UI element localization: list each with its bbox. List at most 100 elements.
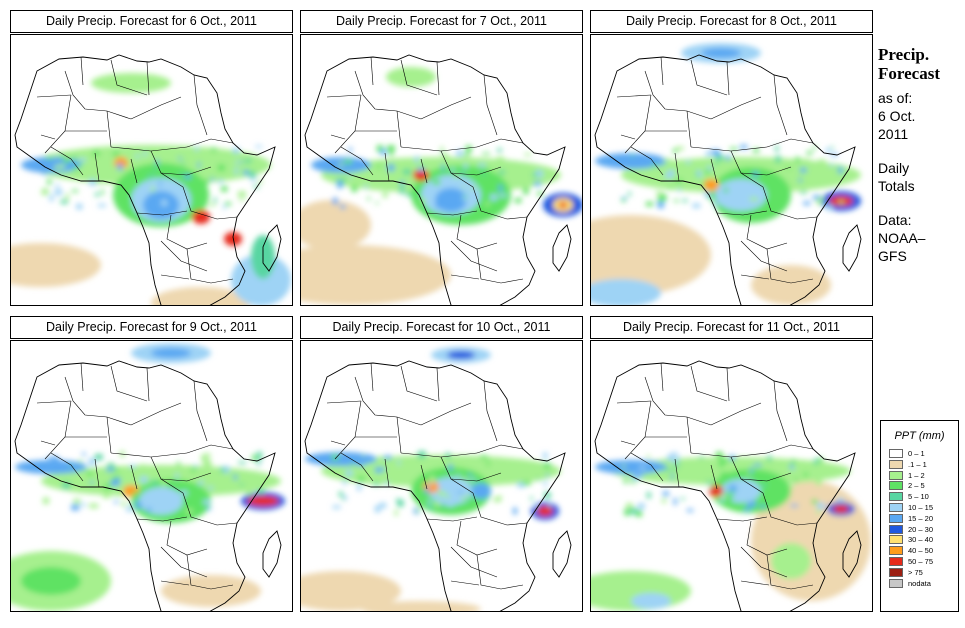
precip-cell bbox=[559, 202, 567, 208]
precip-speck bbox=[256, 451, 262, 458]
source-line1: NOAA– bbox=[878, 230, 926, 246]
precip-speck bbox=[206, 507, 212, 510]
precip-speck bbox=[221, 186, 228, 192]
precip-speck bbox=[235, 160, 239, 165]
precip-speck bbox=[387, 145, 395, 152]
precip-speck bbox=[136, 154, 139, 159]
precip-cell bbox=[21, 157, 81, 173]
precip-speck bbox=[485, 202, 490, 206]
precip-speck bbox=[177, 461, 180, 466]
precip-speck bbox=[113, 151, 119, 157]
precip-speck bbox=[673, 199, 679, 202]
precip-speck bbox=[720, 496, 724, 502]
precip-speck bbox=[154, 150, 161, 156]
country-border bbox=[624, 400, 652, 460]
forecast-panel-1: Daily Precip. Forecast for 6 Oct., 2011 bbox=[10, 10, 293, 306]
precip-speck bbox=[249, 171, 256, 178]
precip-speck bbox=[416, 507, 420, 513]
country-border bbox=[710, 464, 718, 490]
precip-speck bbox=[238, 461, 246, 464]
precip-speck bbox=[258, 489, 264, 494]
legend-row: nodata bbox=[889, 578, 958, 589]
precip-speck bbox=[103, 493, 110, 499]
country-border bbox=[740, 580, 770, 586]
country-border bbox=[94, 458, 100, 488]
legend-label: 10 – 15 bbox=[908, 502, 934, 512]
precip-cell bbox=[715, 179, 767, 211]
country-border bbox=[420, 402, 472, 426]
forecast-panel-5: Daily Precip. Forecast for 10 Oct., 2011 bbox=[300, 316, 583, 612]
precip-speck bbox=[803, 201, 811, 205]
precip-speck bbox=[656, 198, 661, 202]
precip-speck bbox=[440, 146, 444, 153]
precip-speck bbox=[54, 164, 59, 170]
precip-speck bbox=[208, 203, 216, 206]
precip-speck bbox=[825, 148, 830, 153]
precip-speck bbox=[403, 169, 411, 175]
country-border bbox=[182, 186, 238, 220]
precip-speck bbox=[353, 453, 358, 456]
country-border bbox=[160, 472, 212, 482]
side-annotation: Precip. Forecast as of: 6 Oct. 2011 Dail… bbox=[878, 45, 963, 265]
precip-speck bbox=[414, 156, 419, 163]
panel-title: Daily Precip. Forecast for 10 Oct., 2011 bbox=[300, 316, 583, 339]
precip-speck bbox=[534, 181, 541, 186]
precip-speck bbox=[155, 159, 159, 166]
country-border bbox=[726, 367, 730, 402]
precip-field bbox=[11, 73, 291, 305]
country-border bbox=[160, 166, 212, 176]
legend-row: .1 – 1 bbox=[889, 459, 958, 470]
legend-label: 50 – 75 bbox=[908, 556, 934, 566]
precip-speck bbox=[109, 462, 113, 468]
country-border bbox=[110, 365, 148, 402]
precip-speck bbox=[442, 153, 449, 161]
precip-cell bbox=[709, 485, 723, 497]
legend-row: 0 – 1 bbox=[889, 448, 958, 459]
africa-coastline bbox=[304, 54, 566, 305]
precip-speck bbox=[238, 198, 245, 201]
precip-speck bbox=[637, 470, 645, 475]
precip-speck bbox=[524, 153, 532, 156]
precip-speck bbox=[399, 187, 405, 194]
precip-speck bbox=[379, 467, 386, 471]
precip-speck bbox=[724, 491, 729, 494]
precip-speck bbox=[342, 480, 347, 485]
precip-speck bbox=[184, 161, 192, 167]
panel-title: Daily Precip. Forecast for 6 Oct., 2011 bbox=[10, 10, 293, 33]
country-border bbox=[330, 134, 346, 140]
africa-map-svg bbox=[591, 360, 871, 611]
legend-swatch bbox=[889, 481, 903, 491]
precip-speck bbox=[655, 191, 663, 195]
legend-title: PPT (mm) bbox=[894, 430, 945, 442]
country-border bbox=[476, 444, 524, 454]
precip-speck bbox=[203, 459, 212, 467]
country-border bbox=[186, 554, 234, 590]
precip-speck bbox=[344, 159, 352, 164]
precip-speck bbox=[331, 454, 339, 460]
precip-speck bbox=[117, 163, 123, 170]
precip-speck bbox=[465, 145, 472, 152]
country-border bbox=[130, 464, 138, 490]
precip-speck bbox=[195, 146, 199, 152]
legend-label: 30 – 40 bbox=[908, 535, 934, 545]
country-border bbox=[160, 580, 190, 586]
precip-speck bbox=[146, 507, 152, 512]
precip-speck bbox=[629, 480, 637, 484]
precip-speck bbox=[480, 455, 488, 459]
country-border bbox=[710, 402, 762, 426]
precip-speck bbox=[752, 148, 760, 153]
precip-speck bbox=[498, 184, 503, 192]
precip-speck bbox=[159, 180, 162, 186]
legend-swatch bbox=[889, 556, 903, 566]
legend-label: 2 – 5 bbox=[908, 481, 925, 491]
country-border bbox=[620, 134, 636, 140]
precip-cell bbox=[301, 571, 401, 611]
precip-speck bbox=[697, 172, 702, 177]
africa-map-svg bbox=[591, 43, 862, 305]
country-border bbox=[472, 186, 528, 220]
precip-speck bbox=[811, 499, 818, 504]
africa-map-svg bbox=[301, 347, 572, 611]
precip-speck bbox=[89, 178, 96, 186]
precip-speck bbox=[203, 500, 211, 505]
precip-speck bbox=[362, 454, 365, 457]
